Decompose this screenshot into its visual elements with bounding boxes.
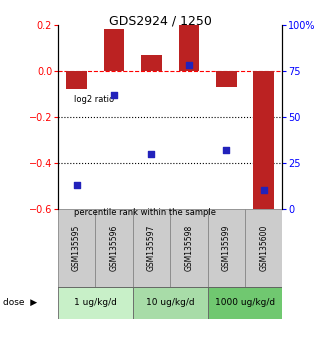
Text: GSM135598: GSM135598: [184, 225, 193, 271]
Text: GSM135596: GSM135596: [109, 224, 118, 271]
Bar: [254, 71, 274, 209]
Text: GSM135597: GSM135597: [147, 224, 156, 271]
Point: [149, 151, 154, 156]
Text: log2 ratio: log2 ratio: [74, 95, 114, 104]
Point: [74, 182, 79, 188]
Text: 1 ug/kg/d: 1 ug/kg/d: [74, 298, 117, 307]
Bar: [178, 25, 199, 71]
Bar: [133, 209, 170, 287]
Text: 10 ug/kg/d: 10 ug/kg/d: [146, 298, 195, 307]
Bar: [66, 71, 87, 89]
Text: dose  ▶: dose ▶: [3, 298, 37, 307]
Bar: [208, 287, 282, 319]
Bar: [64, 232, 71, 248]
Point: [224, 147, 229, 153]
Bar: [216, 71, 237, 87]
Text: GDS2924 / 1250: GDS2924 / 1250: [109, 14, 212, 27]
Text: 1000 ug/kg/d: 1000 ug/kg/d: [215, 298, 275, 307]
Bar: [170, 209, 208, 287]
Bar: [141, 55, 162, 71]
Bar: [133, 287, 208, 319]
Bar: [208, 209, 245, 287]
Point: [261, 188, 266, 193]
Point: [186, 62, 191, 68]
Text: GSM135599: GSM135599: [222, 224, 231, 271]
Text: GSM135600: GSM135600: [259, 224, 268, 271]
Bar: [58, 287, 133, 319]
Bar: [64, 119, 71, 135]
Bar: [245, 209, 282, 287]
Bar: [95, 209, 133, 287]
Point: [111, 92, 117, 98]
Bar: [58, 209, 95, 287]
Text: GSM135595: GSM135595: [72, 224, 81, 271]
Bar: [104, 29, 124, 71]
Text: percentile rank within the sample: percentile rank within the sample: [74, 208, 216, 217]
